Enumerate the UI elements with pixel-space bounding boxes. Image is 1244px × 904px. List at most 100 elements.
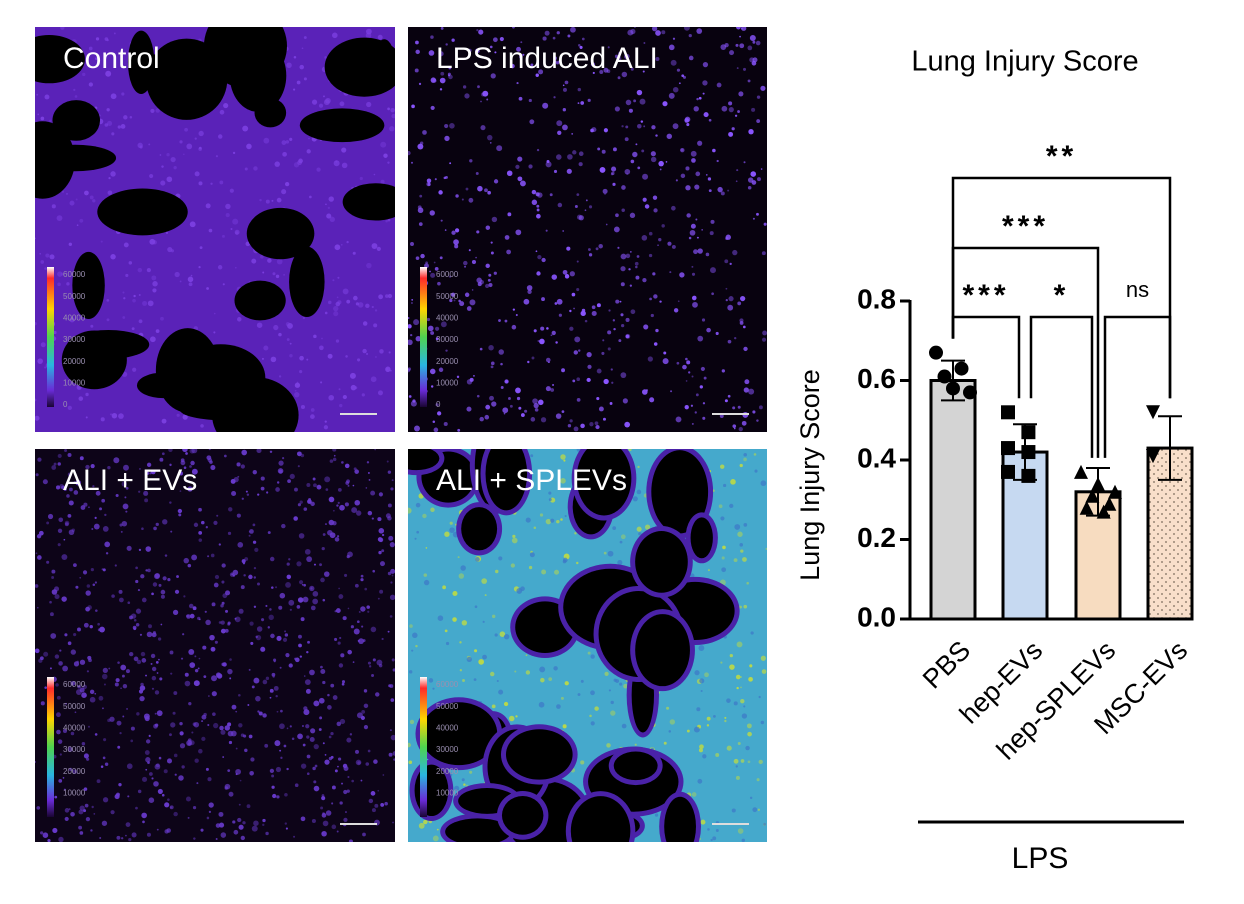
speck (437, 411, 442, 416)
speck (301, 583, 304, 586)
speck (408, 324, 412, 329)
speck (728, 107, 734, 113)
speck (387, 503, 392, 508)
speck (538, 69, 544, 75)
speck (137, 789, 142, 794)
speck (341, 782, 344, 785)
speck (719, 414, 724, 419)
speck (574, 205, 578, 208)
hole (420, 702, 498, 766)
speck (737, 110, 740, 113)
speck (61, 190, 65, 193)
speck (332, 449, 337, 452)
significance-bracket (951, 315, 1021, 399)
speck (367, 610, 370, 613)
speck (186, 143, 193, 150)
hole (651, 450, 709, 534)
speck (621, 208, 625, 213)
speck (294, 382, 301, 388)
speck (363, 689, 368, 693)
speck (86, 757, 90, 761)
speck (355, 302, 360, 306)
speck (630, 159, 635, 164)
speck (53, 330, 57, 335)
speck (557, 130, 562, 135)
speck (752, 807, 758, 813)
speck (444, 629, 448, 633)
speck (36, 534, 42, 539)
speck (690, 404, 694, 407)
speck (458, 573, 465, 579)
speck (213, 331, 216, 334)
speck (571, 133, 574, 135)
speck (296, 561, 302, 567)
speck (532, 398, 538, 404)
speck (320, 806, 324, 810)
speck (473, 678, 477, 682)
speck (331, 824, 337, 830)
speck (611, 171, 615, 176)
speck (198, 266, 201, 269)
speck (45, 253, 50, 258)
speck (385, 513, 391, 519)
speck (735, 674, 741, 680)
speck (533, 526, 537, 529)
speck (230, 227, 233, 231)
speck (720, 191, 725, 196)
speck (724, 716, 727, 719)
speck (86, 584, 91, 588)
speck (603, 378, 609, 385)
speck (89, 624, 93, 629)
speck (430, 385, 434, 388)
speck (255, 635, 258, 639)
speck (432, 687, 435, 690)
speck (192, 606, 197, 611)
speck (518, 96, 523, 101)
speck (367, 749, 371, 753)
speck (131, 832, 137, 838)
speck (159, 154, 162, 156)
speck (562, 724, 567, 729)
speck (288, 558, 291, 561)
speck (624, 137, 629, 142)
speck (741, 838, 745, 842)
speck (527, 360, 530, 364)
speck (337, 765, 339, 768)
speck (51, 576, 55, 579)
hole (289, 246, 325, 318)
speck (36, 606, 39, 609)
hole (635, 614, 690, 687)
speck (456, 375, 460, 379)
speck (284, 630, 287, 633)
speck (577, 693, 581, 696)
speck (444, 123, 449, 129)
speck (219, 180, 224, 185)
speck (691, 272, 696, 276)
speck (678, 82, 681, 85)
speck (378, 294, 384, 300)
speck (71, 528, 76, 532)
speck (133, 294, 136, 298)
speck (253, 166, 258, 171)
speck (270, 633, 275, 639)
speck (574, 336, 581, 343)
speck (46, 560, 50, 564)
speck (416, 530, 420, 534)
speck (107, 190, 113, 196)
speck (550, 334, 553, 337)
speck (408, 367, 411, 371)
speck (691, 792, 697, 797)
speck (76, 660, 80, 664)
speck (391, 479, 394, 482)
speck (220, 832, 227, 838)
speck (182, 449, 188, 453)
speck (336, 296, 339, 299)
speck (73, 633, 77, 637)
speck (628, 268, 631, 271)
speck (338, 587, 340, 590)
speck (298, 643, 302, 648)
speck (512, 27, 515, 29)
speck (409, 719, 415, 725)
speck (121, 520, 128, 527)
speck (286, 767, 289, 771)
